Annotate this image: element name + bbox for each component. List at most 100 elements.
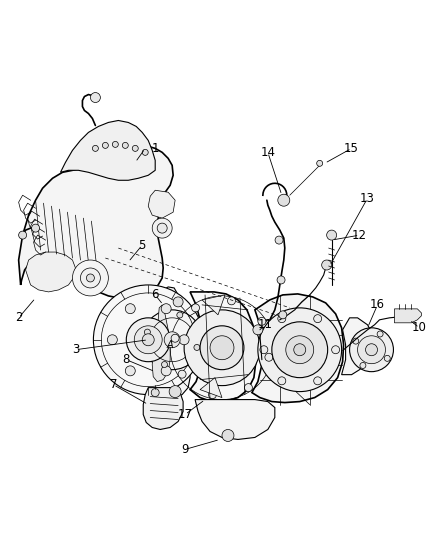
Polygon shape	[195, 400, 275, 439]
Text: 3: 3	[72, 343, 79, 356]
Circle shape	[142, 334, 154, 346]
Circle shape	[265, 353, 273, 361]
Circle shape	[194, 344, 200, 350]
Circle shape	[164, 332, 180, 348]
Text: 15: 15	[344, 142, 359, 155]
Circle shape	[327, 230, 337, 240]
Text: 10: 10	[412, 321, 427, 334]
Circle shape	[279, 311, 287, 319]
Text: 16: 16	[370, 298, 385, 311]
Circle shape	[132, 146, 138, 151]
Circle shape	[126, 318, 170, 362]
Circle shape	[125, 366, 135, 376]
Text: 1: 1	[152, 142, 159, 155]
Circle shape	[102, 142, 108, 148]
Circle shape	[72, 260, 108, 296]
Circle shape	[278, 194, 290, 206]
Polygon shape	[150, 287, 190, 398]
Circle shape	[377, 331, 383, 337]
Circle shape	[227, 297, 236, 305]
Text: A: A	[167, 340, 173, 350]
Circle shape	[145, 329, 150, 335]
Text: 11: 11	[258, 318, 272, 332]
Circle shape	[253, 325, 263, 335]
Circle shape	[178, 370, 186, 378]
Circle shape	[134, 326, 162, 354]
Text: 8: 8	[123, 353, 130, 366]
Text: 13: 13	[360, 192, 375, 205]
Circle shape	[222, 430, 234, 441]
Circle shape	[171, 334, 179, 342]
Text: 9: 9	[181, 443, 189, 456]
Text: 6: 6	[152, 288, 159, 301]
Circle shape	[360, 362, 366, 368]
Circle shape	[314, 314, 321, 322]
Circle shape	[107, 335, 117, 345]
Circle shape	[258, 317, 266, 325]
Circle shape	[157, 223, 167, 233]
Polygon shape	[143, 387, 183, 430]
Text: 5: 5	[138, 239, 146, 252]
Polygon shape	[190, 292, 256, 401]
Circle shape	[81, 268, 100, 288]
Circle shape	[366, 344, 378, 356]
Text: 12: 12	[352, 229, 367, 241]
Circle shape	[353, 338, 359, 344]
Circle shape	[384, 356, 390, 361]
Circle shape	[92, 146, 99, 151]
Circle shape	[162, 361, 167, 368]
Circle shape	[357, 336, 385, 364]
Circle shape	[112, 141, 118, 148]
Circle shape	[173, 297, 183, 307]
Circle shape	[19, 231, 27, 239]
Circle shape	[125, 304, 135, 314]
Circle shape	[332, 346, 339, 354]
Circle shape	[260, 346, 268, 354]
Text: 7: 7	[110, 378, 117, 391]
Circle shape	[93, 285, 203, 394]
Circle shape	[200, 326, 244, 370]
Circle shape	[244, 384, 252, 392]
Text: 17: 17	[177, 408, 193, 421]
Polygon shape	[202, 295, 225, 315]
Circle shape	[32, 224, 39, 232]
Circle shape	[278, 377, 286, 385]
Text: 2: 2	[15, 311, 22, 325]
Polygon shape	[200, 378, 222, 398]
Circle shape	[258, 308, 342, 392]
Polygon shape	[342, 318, 374, 375]
Circle shape	[122, 142, 128, 148]
Circle shape	[317, 160, 323, 166]
Circle shape	[177, 312, 183, 318]
Circle shape	[142, 310, 202, 370]
Circle shape	[278, 314, 286, 322]
Circle shape	[169, 385, 181, 398]
Circle shape	[208, 391, 216, 399]
Circle shape	[142, 149, 148, 155]
Circle shape	[151, 389, 159, 397]
Text: 14: 14	[260, 146, 276, 159]
Circle shape	[350, 328, 393, 372]
Circle shape	[152, 218, 172, 238]
Polygon shape	[252, 294, 343, 402]
Polygon shape	[60, 120, 155, 180]
Polygon shape	[152, 305, 170, 382]
Circle shape	[86, 274, 95, 282]
Circle shape	[90, 93, 100, 102]
Polygon shape	[148, 190, 175, 218]
Circle shape	[179, 335, 189, 345]
Circle shape	[161, 304, 171, 314]
Circle shape	[210, 336, 234, 360]
Polygon shape	[395, 309, 421, 323]
Polygon shape	[25, 252, 75, 292]
Circle shape	[272, 322, 328, 378]
Circle shape	[294, 344, 306, 356]
Circle shape	[184, 310, 260, 385]
Circle shape	[191, 304, 200, 312]
Circle shape	[321, 260, 332, 270]
Circle shape	[161, 366, 171, 376]
Circle shape	[275, 236, 283, 244]
Circle shape	[277, 276, 285, 284]
Circle shape	[314, 377, 321, 385]
Circle shape	[286, 336, 314, 364]
